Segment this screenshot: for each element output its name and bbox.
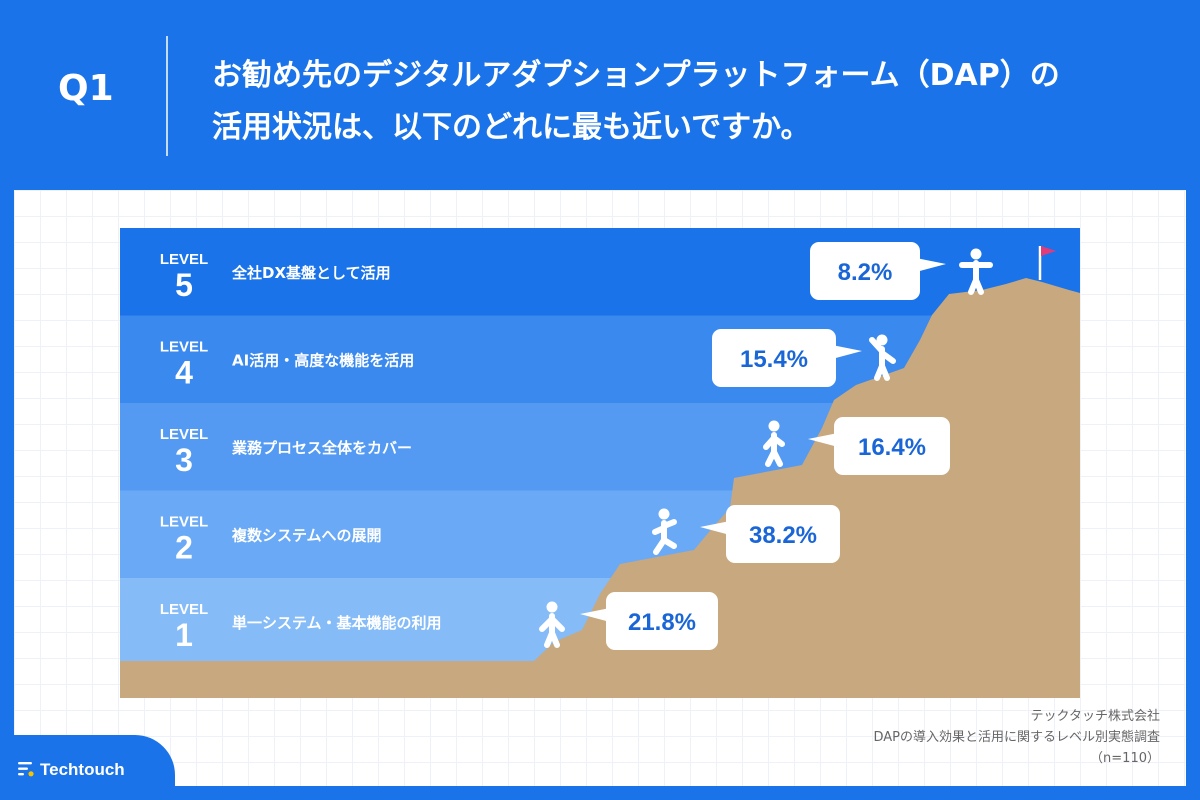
techtouch-logo-icon	[18, 762, 34, 777]
value-label: 16.4%	[858, 434, 926, 461]
value-bubble: 15.4%	[712, 329, 862, 387]
source-note: テックタッチ株式会社 DAPの導入効果と活用に関するレベル別実態調査 （n=11…	[873, 706, 1160, 769]
value-bubble: 16.4%	[808, 417, 950, 475]
level-description: 全社DX基盤として活用	[231, 264, 391, 282]
person-icon	[652, 508, 677, 555]
level-description: 業務プロセス全体をカバー	[231, 439, 412, 457]
flag-icon	[1038, 246, 1056, 280]
level-number: 1	[175, 617, 193, 653]
level-description: 単一システム・基本機能の利用	[232, 614, 442, 632]
header-divider	[166, 36, 168, 156]
header: Q1 お勧め先のデジタルアダプションプラットフォーム（DAP）の 活用状況は、以…	[0, 0, 1200, 190]
level-label: LEVEL	[160, 251, 208, 268]
question-title-line-2: 活用状況は、以下のどれに最も近いですか。	[212, 110, 811, 145]
mountain-shape	[120, 278, 1080, 698]
question-number: Q1	[58, 68, 114, 109]
chart-card: LEVEL 5 全社DX基盤として活用 LEVEL 4 AI活用・高度な機能を活用 LEVE…	[14, 190, 1186, 786]
value-bubble: 8.2%	[810, 242, 946, 300]
value-bubble: 21.8%	[580, 592, 718, 650]
level-number: 3	[175, 442, 193, 478]
source-survey: DAPの導入効果と活用に関するレベル別実態調査	[873, 730, 1160, 745]
value-label: 15.4%	[740, 346, 808, 373]
level-label: LEVEL	[160, 426, 208, 443]
level-number: 4	[175, 354, 193, 390]
person-icon	[539, 601, 565, 648]
question-title: お勧め先のデジタルアダプションプラットフォーム（DAP）の 活用状況は、以下のど…	[212, 50, 1172, 154]
brand-logo: Techtouch	[0, 735, 175, 800]
level-label: LEVEL	[160, 338, 208, 355]
level-number: 2	[175, 529, 193, 565]
level-label: LEVEL	[160, 601, 208, 618]
source-company: テックタッチ株式会社	[1030, 709, 1160, 724]
person-icon	[763, 420, 785, 467]
person-icon	[869, 334, 896, 381]
value-bubble: 38.2%	[700, 505, 840, 563]
level-number: 5	[175, 267, 193, 303]
source-sample: （n=110）	[1090, 751, 1160, 766]
value-label: 8.2%	[838, 259, 893, 286]
value-label: 38.2%	[749, 522, 817, 549]
person-icon	[959, 248, 993, 295]
level-description: 複数システムへの展開	[231, 526, 382, 544]
level-label: LEVEL	[160, 513, 208, 530]
question-title-line-1: お勧め先のデジタルアダプションプラットフォーム（DAP）の	[212, 58, 1060, 93]
level-description: AI活用・高度な機能を活用	[232, 351, 414, 369]
value-label: 21.8%	[628, 609, 696, 636]
logo-text: Techtouch	[40, 760, 125, 779]
